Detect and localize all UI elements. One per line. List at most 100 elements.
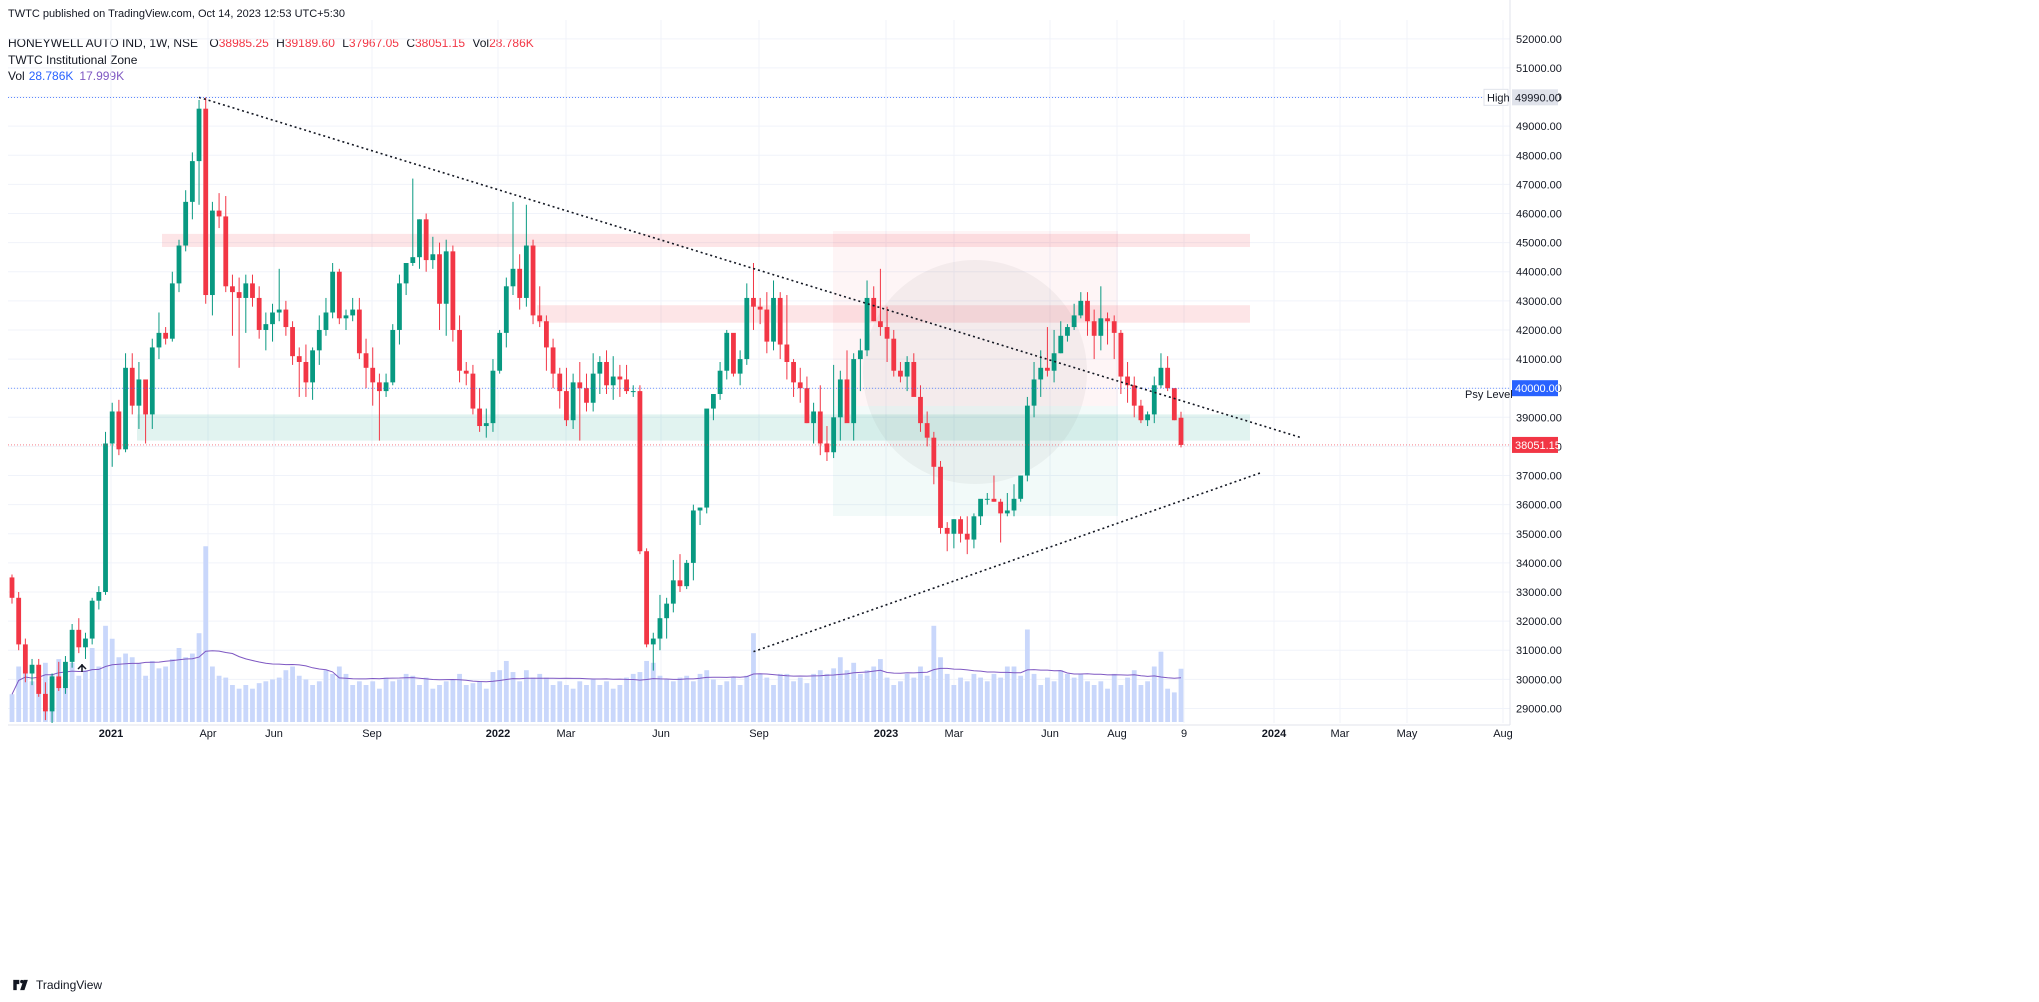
- volume-bar: [223, 677, 229, 722]
- low-label: L: [342, 36, 349, 50]
- open-label: O: [209, 36, 219, 50]
- volume-bar: [457, 673, 462, 722]
- volume-bar: [503, 660, 509, 722]
- indicator-legend[interactable]: TWTC Institutional Zone: [8, 53, 138, 67]
- volume-bar: [283, 670, 289, 722]
- tradingview-footer: TradingView: [10, 978, 102, 992]
- volume-bar: [210, 666, 215, 722]
- volume-bar: [1011, 666, 1017, 722]
- candle-body: [731, 332, 736, 374]
- volume-bar: [29, 681, 35, 722]
- candle: [630, 385, 636, 397]
- candle: [891, 329, 897, 377]
- high-tag-label: High: [1487, 92, 1510, 104]
- volume-bar: [677, 677, 683, 722]
- candle-body: [503, 286, 509, 333]
- volume-bar: [757, 673, 763, 722]
- candle-body: [737, 359, 743, 374]
- high-price-tag: [1512, 89, 1558, 106]
- candle-body: [624, 379, 629, 392]
- candle: [9, 574, 15, 604]
- candle-body: [103, 443, 108, 592]
- trendline[interactable]: [198, 96, 1302, 439]
- candle: [216, 193, 222, 229]
- volume-bar: [637, 672, 643, 722]
- candle-body: [831, 417, 837, 453]
- x-tick-label: Apr: [199, 728, 216, 740]
- candle: [149, 338, 155, 429]
- y-tick-label: 29000.00: [1516, 703, 1562, 715]
- candle-body: [450, 251, 456, 330]
- volume-bar: [824, 673, 830, 722]
- candle: [1171, 388, 1177, 421]
- symbol-name[interactable]: HONEYWELL AUTO IND, 1W, NSE: [8, 36, 199, 50]
- candle: [904, 356, 910, 392]
- volume-bar: [330, 673, 336, 722]
- candle-body: [156, 332, 162, 348]
- volume-bar: [864, 670, 870, 722]
- candle-body: [791, 361, 796, 383]
- candle-body: [1151, 385, 1157, 415]
- candle: [851, 353, 857, 441]
- candle: [350, 297, 356, 322]
- candle-body: [189, 161, 195, 202]
- volume-bar: [711, 679, 716, 722]
- candle: [56, 661, 62, 691]
- high-price-value: 49990.00: [1515, 92, 1561, 104]
- volume-bar: [156, 668, 162, 722]
- volume-bar: [650, 662, 656, 722]
- volume-bar: [978, 677, 983, 722]
- candle-body: [804, 388, 810, 424]
- candle: [597, 356, 603, 395]
- volume-bar: [1004, 666, 1010, 722]
- candle: [189, 152, 195, 220]
- legend-symbol-row: HONEYWELL AUTO IND, 1W, NSE O38985.25 H3…: [8, 36, 538, 50]
- candle-body: [437, 254, 442, 304]
- candle: [517, 254, 523, 310]
- demand-zone: [137, 414, 1250, 441]
- candle: [844, 350, 850, 424]
- candle-body: [711, 394, 716, 409]
- candle: [397, 274, 402, 345]
- volume-bar: [483, 688, 489, 722]
- candle-body: [290, 327, 295, 357]
- y-tick-label: 39000.00: [1516, 412, 1562, 424]
- x-tick-label: 2023: [874, 728, 898, 740]
- candle-body: [784, 344, 790, 362]
- y-tick-label: 49000.00: [1516, 121, 1562, 133]
- volume-bar: [383, 677, 389, 722]
- candle-body: [470, 373, 476, 409]
- volume-bar: [523, 670, 529, 722]
- candle: [1178, 411, 1184, 448]
- volume-bar: [630, 673, 636, 722]
- volume-bar: [898, 681, 903, 722]
- volume-bar: [1085, 681, 1090, 722]
- volume-bar: [958, 677, 963, 722]
- candle: [878, 268, 883, 336]
- volume-ma-value: 17.999K: [79, 69, 125, 83]
- last-price-value: 38051.15: [1515, 440, 1561, 452]
- candle: [1118, 329, 1124, 395]
- candle: [1071, 303, 1077, 330]
- candle: [143, 379, 148, 444]
- volume-value: 28.786K: [489, 36, 534, 50]
- volume-bar: [443, 681, 449, 722]
- y-tick-label: 32000.00: [1516, 616, 1562, 628]
- volume-bar: [136, 662, 142, 722]
- volume-legend[interactable]: Vol 28.786K 17.999K: [8, 69, 124, 83]
- candle-body: [670, 580, 676, 604]
- volume-bar: [390, 681, 396, 722]
- volume-bar: [530, 677, 536, 722]
- candle: [724, 329, 730, 380]
- volume-bar: [430, 688, 436, 722]
- candle: [550, 338, 556, 389]
- volume-bar: [497, 670, 503, 722]
- candle: [530, 239, 536, 325]
- candle-body: [1018, 475, 1024, 499]
- volume-bar: [163, 666, 169, 722]
- volume-bar: [129, 657, 135, 722]
- volume-bar: [751, 633, 756, 722]
- candle: [704, 408, 710, 514]
- candle: [22, 638, 28, 683]
